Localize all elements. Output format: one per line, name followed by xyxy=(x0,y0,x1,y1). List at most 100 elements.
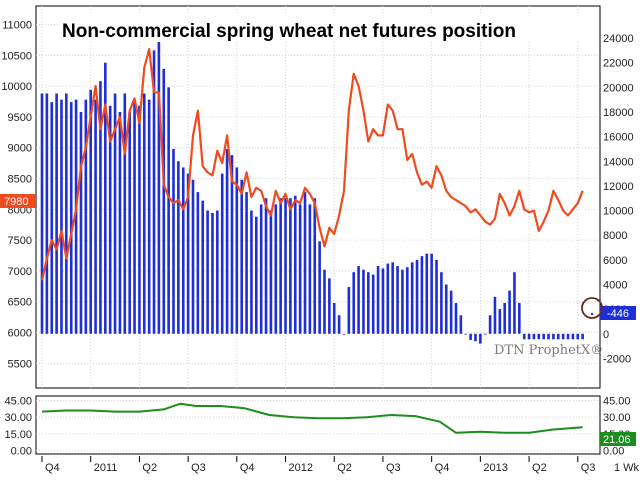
left-tick-label: 11000 xyxy=(2,19,32,31)
position-bar xyxy=(474,333,477,342)
position-bar xyxy=(84,99,88,334)
position-bar xyxy=(318,241,321,334)
position-bar xyxy=(65,93,68,334)
position-bar xyxy=(45,93,49,334)
left-tick-label: 10000 xyxy=(1,81,32,93)
position-bar xyxy=(250,210,253,334)
position-bar xyxy=(522,333,526,340)
position-bar xyxy=(201,200,205,334)
position-bar xyxy=(405,267,409,334)
position-bar xyxy=(152,50,156,334)
lower-grid xyxy=(36,399,600,452)
lower-line xyxy=(41,402,583,434)
position-bar xyxy=(576,333,580,340)
position-bar xyxy=(415,259,419,334)
position-bar xyxy=(362,269,365,334)
position-bar xyxy=(508,290,511,334)
x-tick-label: 2012 xyxy=(289,462,313,474)
lower-left-tick-label: 30.00 xyxy=(4,412,32,424)
position-bar xyxy=(113,93,117,334)
position-bar xyxy=(259,204,263,334)
left-tick-label: 8500 xyxy=(8,174,32,186)
position-bar xyxy=(313,198,317,334)
position-bar xyxy=(352,272,356,334)
position-bar xyxy=(425,253,429,334)
position-bar xyxy=(537,333,541,340)
position-bar xyxy=(99,81,102,334)
left-tick-label: 6000 xyxy=(8,328,32,340)
left-tick-label: 9500 xyxy=(8,112,32,124)
lower-left-tick-label: 15.00 xyxy=(4,429,32,441)
position-bar xyxy=(74,99,78,334)
position-bar xyxy=(513,272,516,334)
position-bar xyxy=(410,262,414,334)
x-tick-label: Q2 xyxy=(337,462,352,474)
position-bar xyxy=(40,93,44,334)
position-bar xyxy=(357,266,360,334)
last-price-badge xyxy=(0,194,36,208)
last-position-badge xyxy=(600,306,636,320)
left-tick-label: 7500 xyxy=(8,235,32,247)
lower-plot-frame xyxy=(35,395,601,455)
lower-right-tick-label: 45.00 xyxy=(603,395,631,407)
highlight-dot xyxy=(590,312,594,316)
position-bar xyxy=(274,204,278,334)
right-tick-label: 14000 xyxy=(603,156,634,168)
lower-left-tick-label: 0.00 xyxy=(11,446,32,458)
position-bar xyxy=(181,167,185,334)
position-bar xyxy=(386,263,390,334)
position-bar xyxy=(401,269,404,334)
position-bar xyxy=(371,274,375,334)
last-position-label: -446 xyxy=(607,308,629,320)
position-bar xyxy=(147,99,151,334)
position-bar xyxy=(323,269,326,334)
position-bar xyxy=(420,256,424,334)
right-tick-label: 8000 xyxy=(603,230,627,242)
position-bar xyxy=(206,210,209,334)
left-tick-label: 5500 xyxy=(8,358,32,370)
position-bar xyxy=(269,210,273,334)
position-bar xyxy=(527,333,531,340)
position-bar xyxy=(50,102,54,334)
x-tick-label: Q3 xyxy=(191,462,206,474)
position-bar xyxy=(440,272,443,334)
lower-line-group xyxy=(41,402,583,434)
position-bar xyxy=(391,262,394,334)
position-bar xyxy=(532,333,536,340)
position-bar xyxy=(69,102,73,334)
position-bar xyxy=(459,315,463,334)
chart-title: Non-commercial spring wheat net futures … xyxy=(62,21,516,42)
position-bar xyxy=(498,309,502,334)
position-bar xyxy=(142,93,146,334)
x-axis-right-label: 1 Wk xyxy=(614,462,640,474)
lower-right-tick-label: 0.00 xyxy=(603,446,624,458)
position-bar xyxy=(464,333,468,335)
position-bar xyxy=(230,155,234,334)
position-bar xyxy=(279,198,282,334)
position-bar xyxy=(571,333,575,340)
position-bar xyxy=(542,333,545,340)
highlight-circle xyxy=(581,297,603,319)
right-tick-label: 24000 xyxy=(603,33,634,45)
right-tick-label: 22000 xyxy=(603,58,634,70)
right-tick-label: 4000 xyxy=(603,279,627,291)
x-axis-ticks: Q4 2011 Q2 Q3 Q4 2012 Q2 Q3 Q4 2013 Q2 Q3 xyxy=(41,456,595,474)
position-bar xyxy=(342,333,346,335)
position-bar xyxy=(108,105,112,334)
position-bar xyxy=(167,87,170,334)
position-bars xyxy=(40,38,584,344)
left-tick-label: 7000 xyxy=(8,266,32,278)
position-bar xyxy=(225,148,229,334)
position-bar xyxy=(449,290,453,334)
right-tick-label: 12000 xyxy=(603,181,634,193)
right-tick-label: -2000 xyxy=(603,353,631,365)
position-bar xyxy=(123,93,127,334)
last-price-label: 7980 xyxy=(4,196,28,208)
position-bar xyxy=(308,204,312,334)
position-bar xyxy=(547,333,550,340)
position-bar xyxy=(60,99,63,334)
right-tick-label: 20000 xyxy=(603,82,634,94)
lower-last-value-label: 21.06 xyxy=(603,434,631,446)
